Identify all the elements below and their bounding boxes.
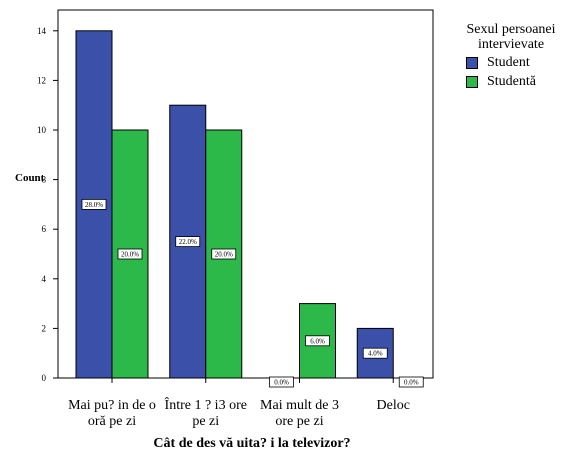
x-axis-title: Cât de des vă uita? i la televizor? bbox=[153, 436, 350, 451]
y-tick-label: 6 bbox=[42, 224, 47, 234]
y-tick-label: 4 bbox=[42, 274, 47, 284]
data-label: 6.0% bbox=[310, 337, 325, 345]
data-label: 0.0% bbox=[274, 379, 289, 387]
data-label-box bbox=[117, 248, 143, 260]
legend-item-student: Student bbox=[452, 55, 570, 71]
data-label-box bbox=[305, 335, 330, 347]
y-tick-label: 10 bbox=[37, 125, 47, 135]
data-label-box bbox=[81, 198, 107, 210]
data-label: 20.0% bbox=[215, 251, 233, 259]
data-label: 22.0% bbox=[179, 238, 197, 246]
x-tick-label: Mai pu? in de o bbox=[68, 398, 156, 413]
legend-swatch-studenta bbox=[466, 76, 478, 88]
bar-labels-group: 28.0% 20.0% 22.0% 20.0% 0.0% 6.0% 4.0% 0.0% bbox=[81, 198, 424, 388]
y-tick-label: 12 bbox=[37, 75, 46, 85]
legend-swatch-student bbox=[466, 57, 478, 69]
legend-title-line-1: Sexul persoanei bbox=[466, 22, 556, 37]
y-axis-title: Count bbox=[15, 172, 45, 184]
legend-label-student: Student bbox=[487, 55, 530, 70]
y-axis: 0 2 4 6 8 10 12 14 bbox=[37, 26, 58, 383]
y-tick-label: 2 bbox=[42, 323, 47, 333]
data-label-box bbox=[269, 376, 294, 388]
legend-title: Sexul persoanei intervievate bbox=[452, 22, 570, 52]
legend-item-studenta: Studentă bbox=[452, 74, 570, 90]
data-label: 28.0% bbox=[85, 201, 103, 209]
x-tick-label: Între 1 ? i3 ore bbox=[165, 396, 247, 413]
data-label: 20.0% bbox=[121, 251, 139, 259]
y-tick-label: 0 bbox=[42, 373, 47, 383]
legend-title-line-2: intervievate bbox=[477, 37, 545, 52]
x-tick-label: Deloc bbox=[377, 398, 410, 413]
x-tick-label: pe zi bbox=[192, 414, 219, 429]
y-tick-label: 8 bbox=[42, 175, 47, 185]
data-label-box bbox=[362, 347, 388, 359]
x-tick-label: oră pe zi bbox=[88, 414, 136, 429]
legend-label-studenta: Studentă bbox=[487, 74, 536, 89]
x-tick-label: ore pe zi bbox=[275, 414, 323, 429]
x-tick-label: Mai mult de 3 bbox=[260, 398, 339, 413]
data-label: 4.0% bbox=[368, 350, 383, 358]
y-tick-label: 14 bbox=[37, 26, 47, 36]
data-label-box bbox=[211, 248, 237, 260]
data-label: 0.0% bbox=[404, 379, 419, 387]
data-label-box bbox=[398, 376, 424, 388]
data-label-box bbox=[175, 236, 201, 248]
legend: Sexul persoanei intervievate Student Stu… bbox=[452, 22, 570, 90]
